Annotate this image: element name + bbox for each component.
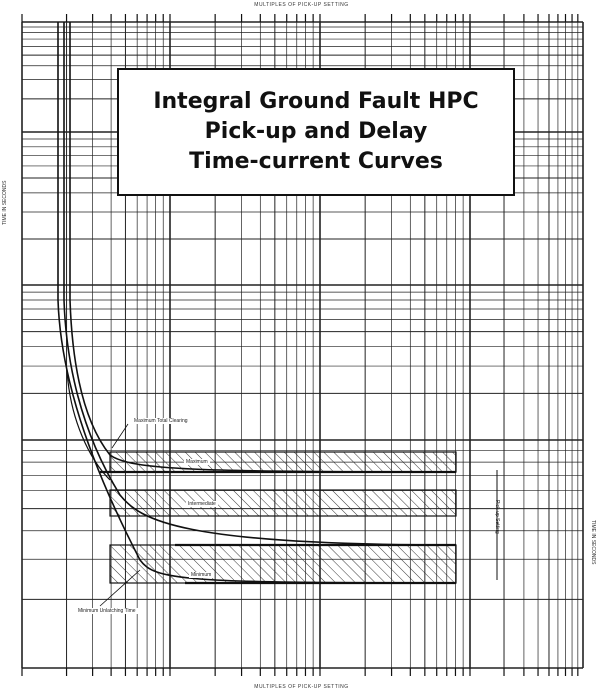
band-maximum bbox=[109, 451, 457, 473]
leader-line bbox=[111, 423, 129, 449]
label-minimum-unlatching-time: Minimum Unlatching Time bbox=[76, 608, 138, 614]
curve-minimum-unlatching-time bbox=[57, 22, 457, 584]
band-minimum bbox=[109, 544, 457, 584]
chart-curves bbox=[57, 22, 498, 607]
x-axis-label-top: MULTIPLES OF PICK-UP SETTING bbox=[254, 2, 349, 8]
label-band-intermediate: Intermediate bbox=[186, 501, 218, 507]
y-axis-label-left: TIME IN SECONDS bbox=[2, 180, 8, 225]
curve-maximum-total-clearing bbox=[69, 22, 457, 473]
chart-title-line-1: Integral Ground Fault HPC bbox=[153, 89, 479, 114]
chart-title-box: Integral Ground Fault HPC Pick-up and De… bbox=[117, 68, 515, 196]
curve-branch bbox=[66, 369, 111, 481]
y-axis-label-right: TIME IN SECONDS bbox=[590, 520, 596, 565]
chart-title-line-3: Time-current Curves bbox=[189, 149, 443, 174]
curve-intermediate bbox=[63, 22, 457, 546]
x-axis-label-bottom: MULTIPLES OF PICK-UP SETTING bbox=[254, 684, 349, 690]
label-band-maximum: Maximum bbox=[184, 459, 210, 465]
chart-title-line-2: Pick-up and Delay bbox=[204, 119, 428, 144]
band-intermediate bbox=[109, 489, 457, 517]
label-band-minimum: Minimum bbox=[189, 572, 214, 578]
label-pickup-setting: Pick-up Setting bbox=[494, 500, 500, 534]
label-maximum-total-clearing: Maximum Total Clearing bbox=[132, 418, 190, 424]
leader-line bbox=[99, 569, 141, 607]
